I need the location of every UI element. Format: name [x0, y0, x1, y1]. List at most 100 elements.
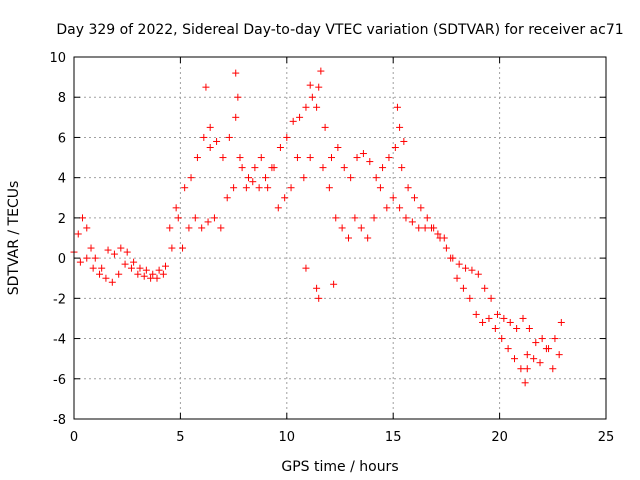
- data-point: [396, 204, 404, 212]
- data-point: [281, 194, 289, 202]
- data-point: [115, 270, 123, 278]
- data-point: [504, 345, 512, 353]
- data-point: [234, 93, 242, 101]
- data-point: [238, 164, 246, 172]
- data-point: [319, 164, 327, 172]
- data-point: [517, 365, 525, 373]
- x-axis-ticks: 0 5 10 15 20 25: [70, 57, 614, 445]
- data-point: [185, 224, 193, 232]
- data-point: [198, 224, 206, 232]
- data-point: [206, 144, 214, 151]
- data-point: [225, 133, 233, 141]
- data-point: [383, 204, 391, 212]
- data-point: [200, 133, 208, 141]
- data-point: [428, 224, 436, 232]
- data-point: [306, 81, 314, 89]
- data-point: [179, 244, 187, 252]
- data-point: [302, 264, 310, 272]
- data-point: [274, 204, 282, 212]
- data-point: [404, 184, 412, 192]
- data-point: [459, 284, 467, 292]
- data-point: [506, 318, 514, 326]
- data-point: [117, 244, 125, 252]
- data-point: [557, 318, 565, 326]
- data-point: [87, 244, 95, 252]
- data-point: [147, 274, 155, 282]
- data-point: [313, 103, 321, 111]
- y-tick-label: -8: [53, 413, 66, 428]
- data-point: [379, 164, 387, 172]
- x-tick-label: 15: [385, 430, 402, 445]
- data-point: [385, 154, 393, 162]
- data-point: [321, 123, 329, 131]
- data-point: [555, 351, 563, 359]
- data-point: [102, 274, 110, 282]
- data-point: [140, 272, 148, 280]
- x-tick-label: 5: [176, 430, 184, 445]
- data-point: [357, 224, 365, 232]
- data-point: [206, 123, 214, 131]
- y-tick-label: 0: [58, 252, 66, 267]
- data-point: [442, 244, 450, 252]
- y-tick-label: -6: [53, 373, 66, 388]
- data-point: [230, 184, 238, 192]
- data-point: [257, 154, 265, 162]
- data-point: [366, 158, 374, 166]
- data-point: [313, 284, 321, 292]
- data-point: [487, 294, 495, 302]
- data-point: [155, 266, 163, 274]
- data-point: [276, 144, 284, 151]
- data-point: [210, 214, 218, 222]
- data-point: [98, 264, 106, 272]
- data-point: [485, 314, 493, 322]
- data-point: [168, 244, 176, 252]
- data-point: [345, 234, 353, 242]
- data-point: [213, 137, 221, 145]
- data-point: [370, 214, 378, 222]
- data-point: [236, 154, 244, 162]
- y-tick-label: -2: [53, 292, 66, 307]
- data-point: [174, 214, 182, 222]
- data-point: [351, 214, 359, 222]
- data-point: [523, 365, 531, 373]
- data-point: [308, 93, 316, 101]
- data-point: [104, 246, 112, 254]
- data-point: [417, 204, 425, 212]
- data-point: [530, 355, 538, 363]
- data-point: [408, 218, 416, 226]
- data-point: [315, 294, 323, 302]
- data-point: [149, 270, 157, 278]
- y-tick-label: 8: [58, 91, 66, 106]
- data-point: [415, 224, 423, 232]
- data-point: [472, 310, 480, 318]
- data-point: [89, 264, 97, 272]
- data-point: [264, 184, 272, 192]
- data-point: [359, 150, 367, 158]
- x-tick-label: 10: [279, 430, 296, 445]
- data-point: [83, 224, 91, 232]
- x-tick-label: 25: [598, 430, 615, 445]
- data-point: [306, 154, 314, 162]
- y-tick-label: 4: [58, 172, 66, 187]
- data-point: [396, 123, 404, 131]
- y-tick-label: 10: [49, 51, 66, 66]
- x-tick-label: 0: [70, 430, 78, 445]
- data-point: [232, 69, 240, 77]
- data-point: [498, 335, 506, 343]
- data-point: [159, 270, 167, 278]
- data-point: [462, 264, 470, 272]
- data-point: [334, 144, 342, 151]
- data-point: [142, 266, 150, 274]
- data-point: [296, 113, 304, 121]
- data-point: [172, 204, 180, 212]
- data-point: [317, 67, 325, 75]
- data-point: [500, 314, 508, 322]
- data-point: [474, 270, 482, 278]
- data-point: [181, 184, 189, 192]
- data-point: [193, 154, 201, 162]
- data-point: [453, 274, 461, 282]
- data-point: [523, 351, 531, 359]
- data-point: [127, 264, 135, 272]
- data-point: [525, 325, 533, 332]
- data-point: [232, 113, 240, 121]
